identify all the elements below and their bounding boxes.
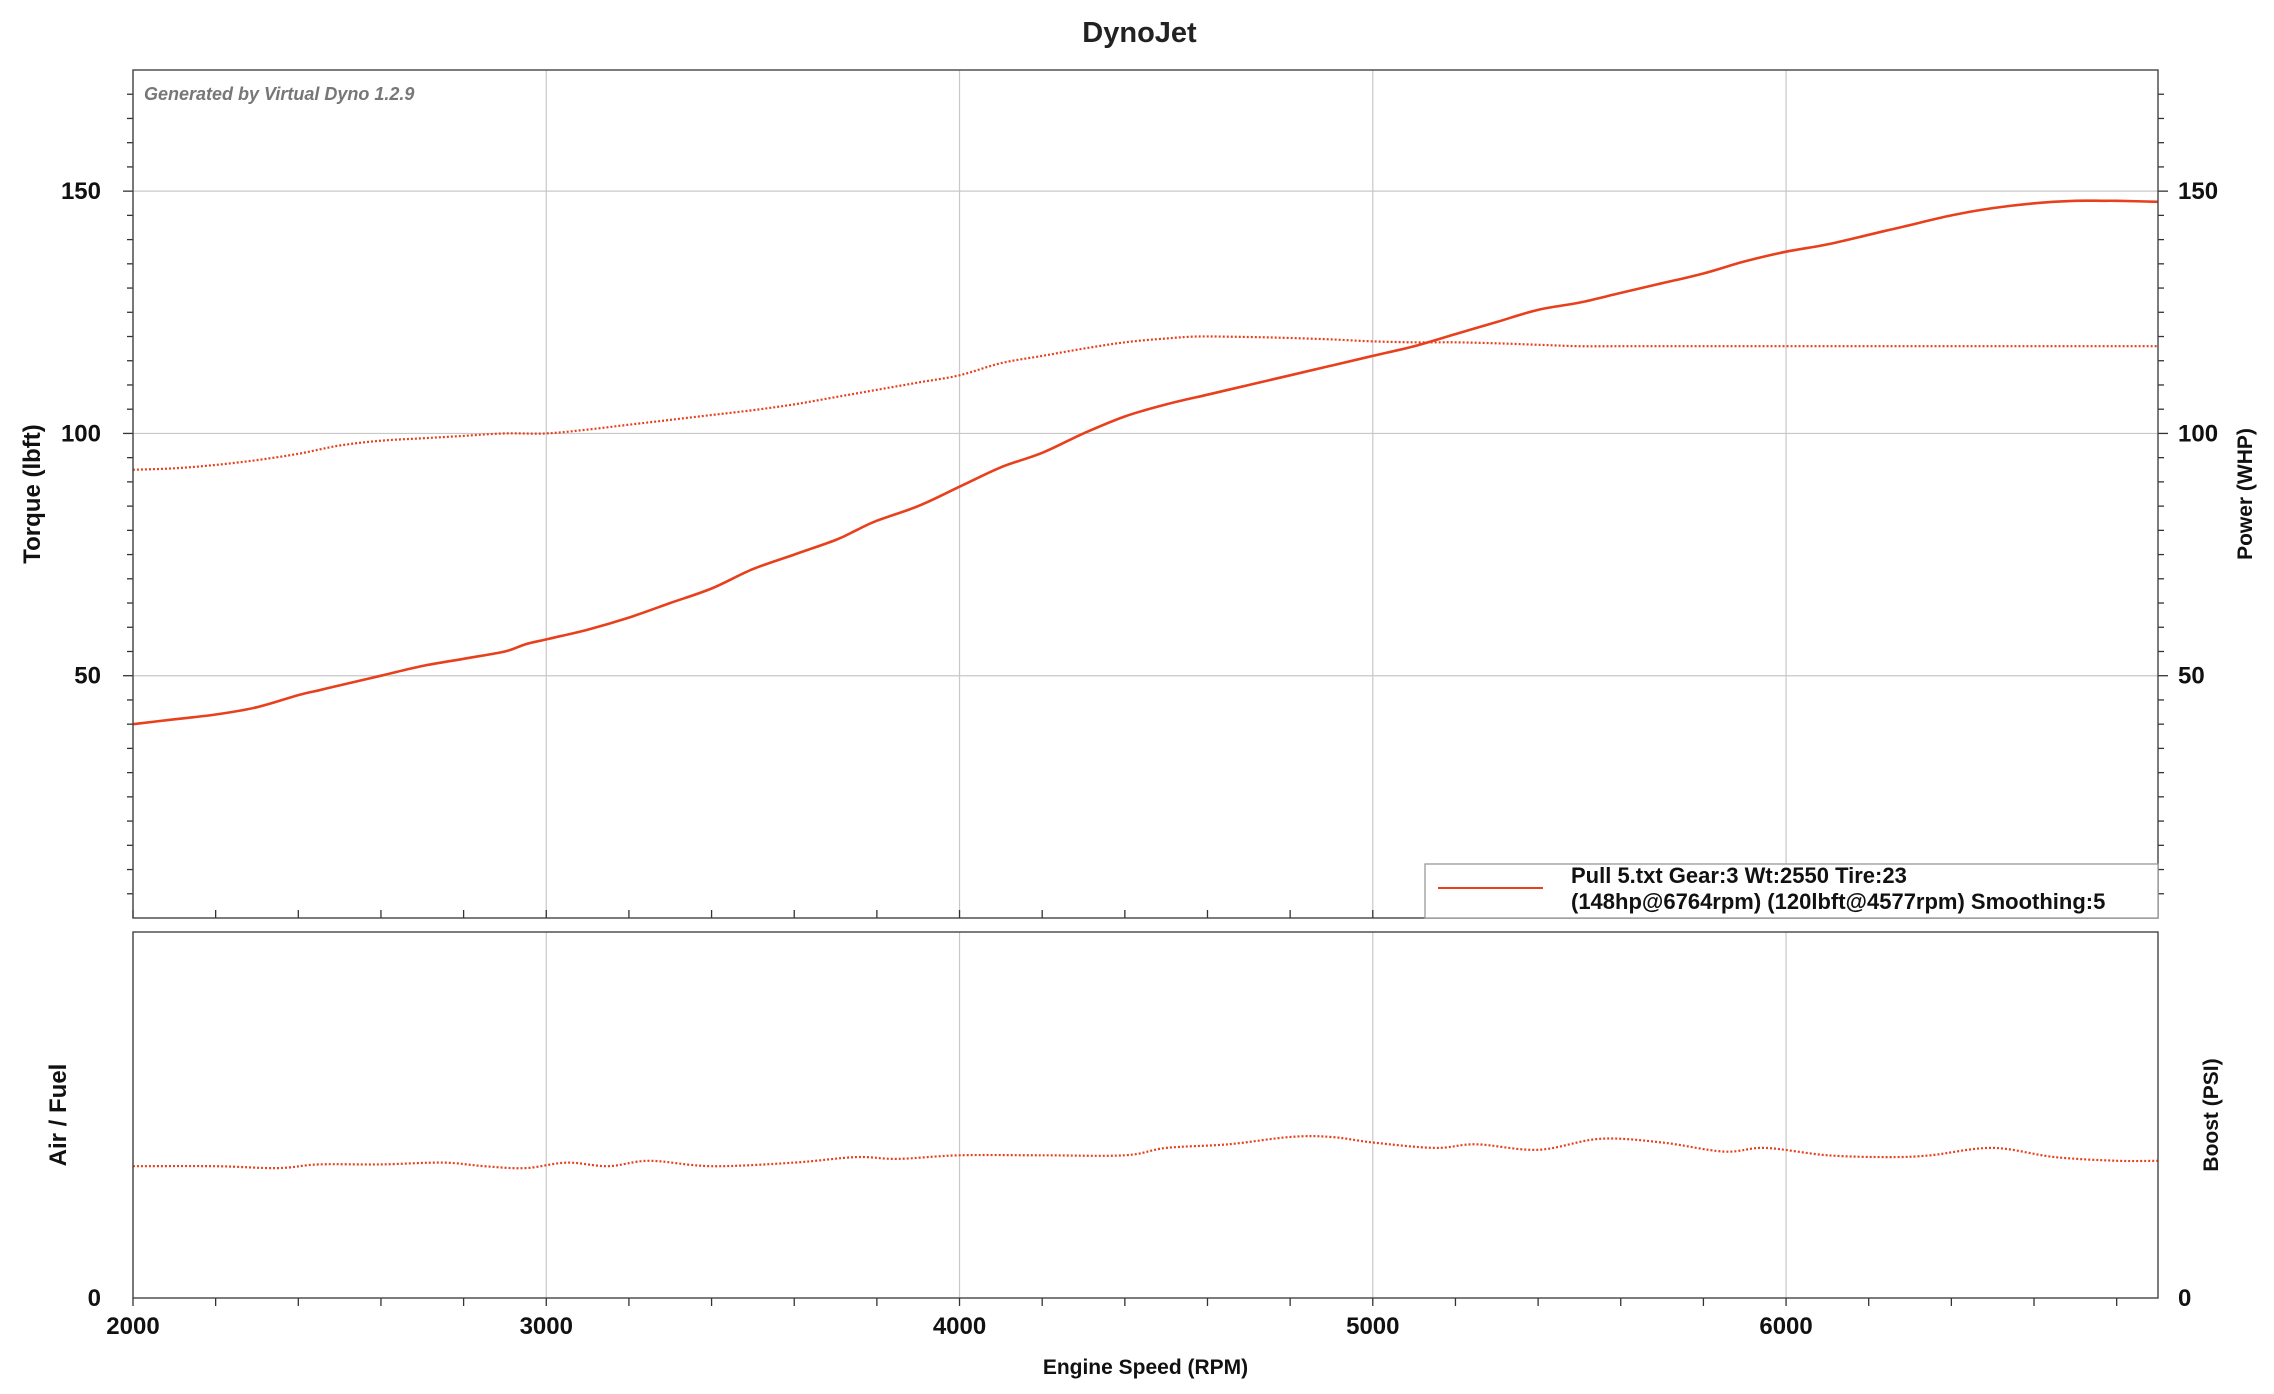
legend-entry-line1: Pull 5.txt Gear:3 Wt:2550 Tire:23	[1571, 863, 1907, 888]
boost-axis-title: Boost (PSI)	[2200, 1058, 2223, 1171]
y-axis-title-left: Torque (lbft)	[19, 424, 46, 564]
torque-curve-line	[132, 335, 2158, 471]
legend-box	[1424, 863, 2159, 919]
air-fuel-boost-panel: 2000 3000 4000 5000 6000 0 0	[88, 931, 2191, 1340]
y-tick-label-right: 150	[2178, 178, 2218, 205]
boost-tick-label: 0	[2178, 1285, 2191, 1312]
lower-plot-frame	[132, 931, 2159, 1299]
air-fuel-axis-title: Air / Fuel	[45, 1064, 72, 1167]
x-tick-label: 4000	[933, 1313, 986, 1340]
y-tick-label-right: 50	[2178, 663, 2205, 690]
power-curve-line	[132, 199, 2159, 726]
main-plot-frame	[132, 69, 2159, 919]
y-tick-label-left: 100	[61, 420, 101, 447]
y-tick-label-left: 150	[61, 178, 101, 205]
y-tick-label-right: 100	[2178, 420, 2218, 447]
afr-tick-label: 0	[88, 1285, 101, 1312]
x-tick-label: 6000	[1759, 1313, 1812, 1340]
y-axis-title-right: Power (WHP)	[2234, 428, 2257, 560]
watermark-text: Generated by Virtual Dyno 1.2.9	[144, 84, 414, 104]
chart-title: DynoJet	[1082, 17, 1197, 49]
main-panel: 50 100 150 50 100 150	[61, 69, 2218, 919]
x-tick-label: 2000	[106, 1313, 159, 1340]
x-tick-label: 5000	[1346, 1313, 1399, 1340]
legend: Pull 5.txt Gear:3 Wt:2550 Tire:23 (148hp…	[1424, 863, 2159, 919]
x-tick-label: 3000	[520, 1313, 573, 1340]
legend-entry-line2: (148hp@6764rpm) (120lbft@4577rpm) Smooth…	[1571, 889, 2105, 914]
air-fuel-curve-line	[132, 1135, 2159, 1170]
y-tick-label-left: 50	[74, 663, 101, 690]
x-axis-title: Engine Speed (RPM)	[1043, 1356, 1248, 1379]
